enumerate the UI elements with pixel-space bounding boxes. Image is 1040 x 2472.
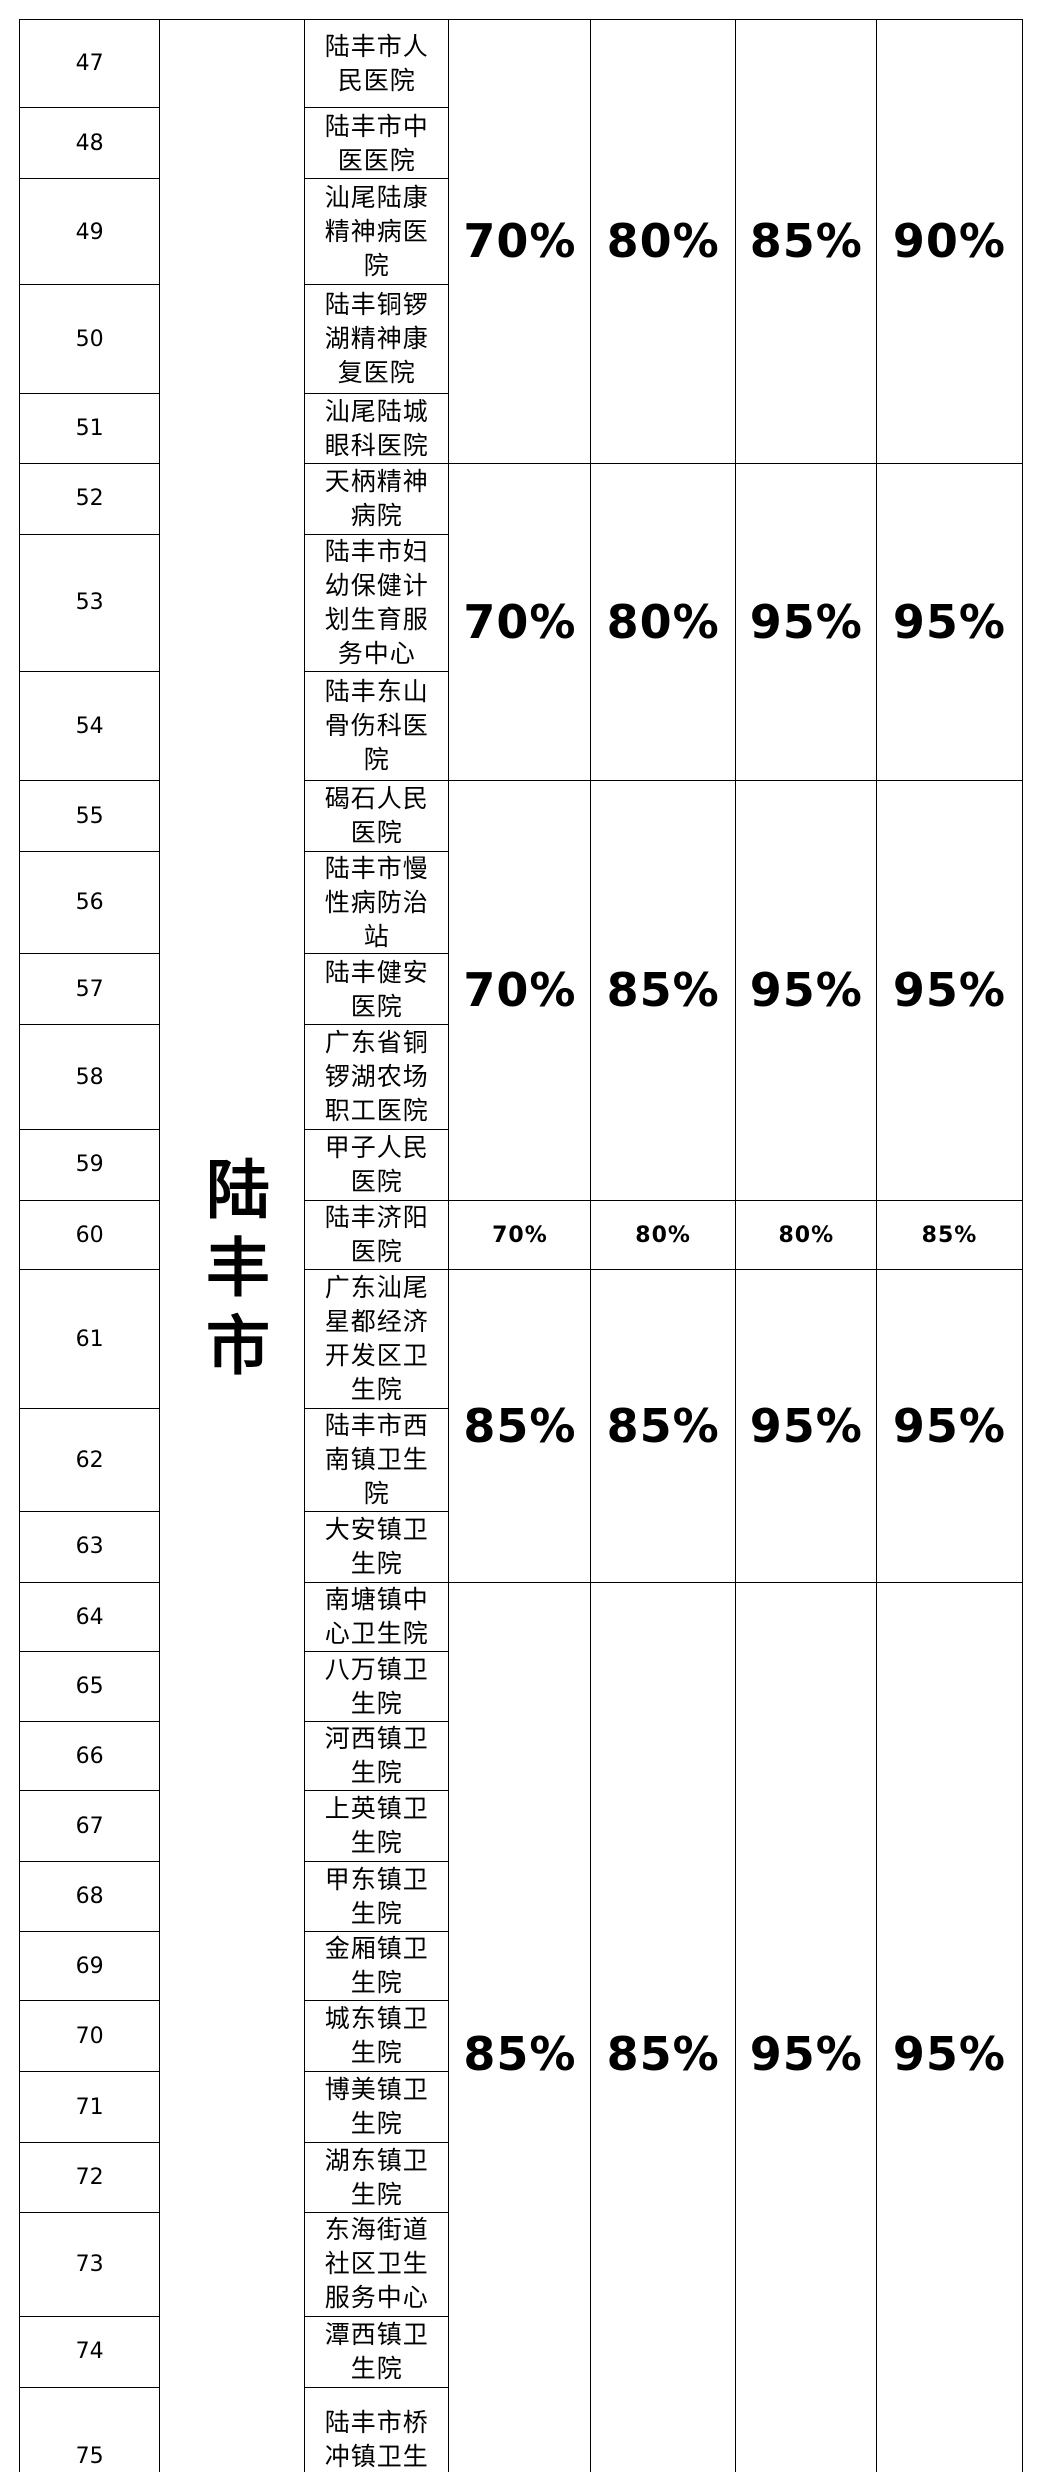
row-number: 47 bbox=[18, 18, 161, 109]
row-number: 61 bbox=[18, 1269, 161, 1410]
hospital-name: 陆丰济阳医院 bbox=[303, 1199, 450, 1271]
rate: 95% bbox=[734, 462, 878, 782]
rate: 95% bbox=[734, 1581, 878, 2472]
hospital-name: 陆丰市桥冲镇卫生院 bbox=[303, 2386, 450, 2472]
hospital-name: 广东省铜锣湖农场职工医院 bbox=[303, 1024, 450, 1131]
row-number: 65 bbox=[18, 1651, 161, 1723]
hospital-name: 湖东镇卫生院 bbox=[303, 2142, 450, 2214]
rate: 70% bbox=[448, 462, 592, 782]
rate: 95% bbox=[734, 1269, 878, 1584]
row-number: 58 bbox=[18, 1024, 161, 1131]
row-number: 70 bbox=[18, 2000, 161, 2073]
rate: 95% bbox=[734, 779, 878, 1202]
hospital-name: 广东汕尾星都经济开发区卫生院 bbox=[303, 1269, 450, 1410]
row-number: 53 bbox=[18, 533, 161, 673]
hospital-name: 上英镇卫生院 bbox=[303, 1790, 450, 1863]
rate: 85% bbox=[590, 1269, 737, 1584]
hospital-name: 南塘镇中心卫生院 bbox=[303, 1581, 450, 1653]
hospital-name: 城东镇卫生院 bbox=[303, 2000, 450, 2073]
rate: 80% bbox=[590, 18, 737, 464]
row-number: 57 bbox=[18, 953, 161, 1026]
row-number: 52 bbox=[18, 462, 161, 536]
row-number: 69 bbox=[18, 1930, 161, 2002]
rate: 95% bbox=[876, 1269, 1023, 1584]
row-number: 74 bbox=[18, 2315, 161, 2389]
row-number: 73 bbox=[18, 2211, 161, 2318]
row-number: 59 bbox=[18, 1128, 161, 1202]
hospital-name: 甲子人民医院 bbox=[303, 1128, 450, 1202]
row-number: 67 bbox=[18, 1790, 161, 1863]
row-number: 75 bbox=[18, 2386, 161, 2472]
hospital-name: 陆丰市西南镇卫生院 bbox=[303, 1408, 450, 1513]
hospital-name: 甲东镇卫生院 bbox=[303, 1861, 450, 1933]
rate: 85% bbox=[876, 1199, 1023, 1271]
hospital-name: 潭西镇卫生院 bbox=[303, 2315, 450, 2389]
hospital-name: 陆丰健安医院 bbox=[303, 953, 450, 1026]
hospital-name: 东海街道社区卫生服务中心 bbox=[303, 2211, 450, 2318]
hospital-name: 陆丰东山骨伤科医院 bbox=[303, 670, 450, 782]
rate: 85% bbox=[590, 779, 737, 1202]
hospital-name: 金厢镇卫生院 bbox=[303, 1930, 450, 2002]
rate: 95% bbox=[876, 779, 1023, 1202]
hospital-name: 碣石人民医院 bbox=[303, 779, 450, 853]
row-number: 64 bbox=[18, 1581, 161, 1653]
hospital-name: 八万镇卫生院 bbox=[303, 1651, 450, 1723]
rate: 95% bbox=[876, 1581, 1023, 2472]
row-number: 71 bbox=[18, 2071, 161, 2144]
rate: 80% bbox=[734, 1199, 878, 1271]
row-number: 51 bbox=[18, 393, 161, 464]
row-number: 49 bbox=[18, 178, 161, 286]
row-number: 56 bbox=[18, 850, 161, 955]
hospital-name: 陆丰市中医医院 bbox=[303, 107, 450, 180]
hospital-name: 汕尾陆城眼科医院 bbox=[303, 393, 450, 464]
rate: 85% bbox=[448, 1269, 592, 1584]
rate: 80% bbox=[590, 462, 737, 782]
city-name: 陆丰市 bbox=[158, 18, 306, 2472]
row-number: 48 bbox=[18, 107, 161, 180]
row-number: 50 bbox=[18, 284, 161, 395]
hospital-name: 博美镇卫生院 bbox=[303, 2071, 450, 2144]
rate: 95% bbox=[876, 462, 1023, 782]
rate: 85% bbox=[448, 1581, 592, 2472]
hospital-name: 陆丰铜锣湖精神康复医院 bbox=[303, 284, 450, 395]
row-number: 66 bbox=[18, 1720, 161, 1792]
rate: 85% bbox=[734, 18, 878, 464]
hospital-name: 大安镇卫生院 bbox=[303, 1510, 450, 1584]
hospital-name: 陆丰市妇幼保健计划生育服务中心 bbox=[303, 533, 450, 673]
rate: 70% bbox=[448, 18, 592, 464]
rate: 80% bbox=[590, 1199, 737, 1271]
row-number: 54 bbox=[18, 670, 161, 782]
rate: 70% bbox=[448, 779, 592, 1202]
hospital-name: 汕尾陆康精神病医院 bbox=[303, 178, 450, 286]
hospital-name: 天柄精神病院 bbox=[303, 462, 450, 536]
rate: 90% bbox=[876, 18, 1023, 464]
hospital-name: 陆丰市慢性病防治站 bbox=[303, 850, 450, 955]
row-number: 72 bbox=[18, 2142, 161, 2214]
hospital-name: 陆丰市人民医院 bbox=[303, 18, 450, 109]
rate: 70% bbox=[448, 1199, 592, 1271]
row-number: 63 bbox=[18, 1510, 161, 1584]
row-number: 60 bbox=[18, 1199, 161, 1271]
row-number: 68 bbox=[18, 1861, 161, 1933]
hospital-name: 河西镇卫生院 bbox=[303, 1720, 450, 1792]
row-number: 62 bbox=[18, 1408, 161, 1513]
row-number: 55 bbox=[18, 779, 161, 853]
rate: 85% bbox=[590, 1581, 737, 2472]
